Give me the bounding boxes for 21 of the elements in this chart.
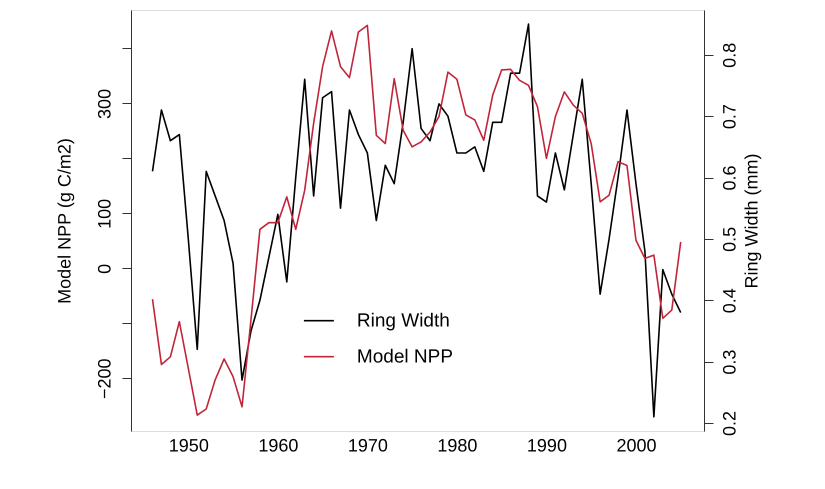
y-tick-label: 300 xyxy=(94,88,114,119)
y2-tick-label: 0.4 xyxy=(720,288,740,314)
y-tick-label: 0 xyxy=(94,264,114,274)
y2-axis-title: Ring Width (mm) xyxy=(742,153,762,289)
y-tick-label: 100 xyxy=(94,198,114,229)
x-tick-label: 1990 xyxy=(526,436,567,456)
y2-tick-label: 0.2 xyxy=(720,411,740,436)
x-tick-label: 1970 xyxy=(348,436,388,456)
x-tick-label: 1980 xyxy=(437,436,478,456)
x-tick-label: 2000 xyxy=(616,436,656,456)
y-axis-title: Model NPP (g C/m2) xyxy=(54,138,74,304)
y2-tick-label: 0.6 xyxy=(720,166,740,191)
legend-label: Model NPP xyxy=(356,346,454,368)
y2-tick-label: 0.7 xyxy=(720,104,740,130)
y-tick-label: −200 xyxy=(94,358,114,400)
x-tick-label: 1960 xyxy=(258,436,298,456)
y2-tick-label: 0.8 xyxy=(720,42,740,68)
y2-tick-label: 0.3 xyxy=(720,350,740,375)
x-tick-label: 1950 xyxy=(168,436,209,456)
y2-tick-label: 0.5 xyxy=(720,226,740,252)
legend-label: Ring Width xyxy=(356,310,450,332)
